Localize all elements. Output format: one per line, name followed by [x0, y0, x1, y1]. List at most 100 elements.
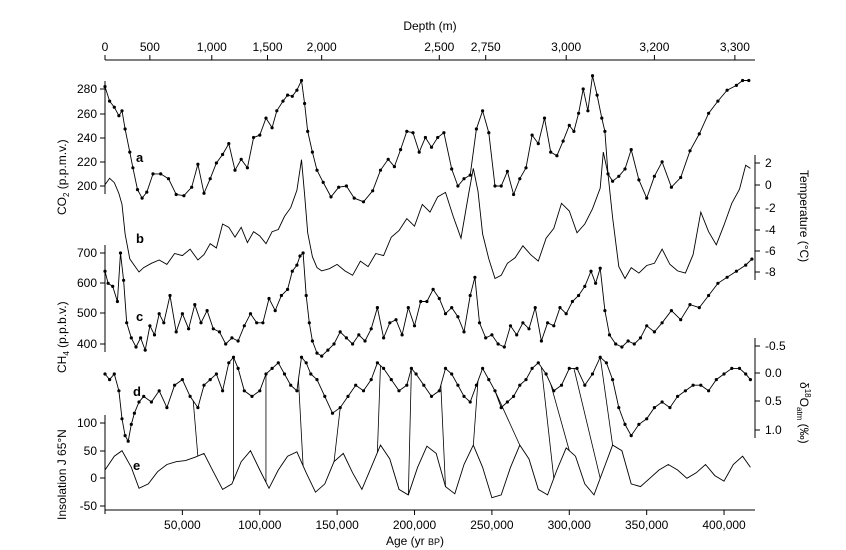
series-d-point — [429, 394, 434, 398]
series-d-point — [536, 361, 540, 365]
series-a-point — [716, 99, 720, 103]
series-a-point — [468, 173, 472, 177]
series-d-point — [196, 406, 200, 410]
series-c-point — [484, 336, 488, 340]
d18o-axis-label: δ18Oatm (‰) — [795, 382, 812, 444]
top-axis-label: Depth (m) — [403, 19, 456, 33]
tie-line — [472, 380, 479, 446]
series-a-point — [623, 167, 627, 171]
series-d-point — [389, 378, 393, 382]
series-a-point — [505, 169, 509, 173]
series-c-point — [750, 257, 754, 261]
series-a-point — [112, 105, 116, 109]
series-a-point — [462, 177, 466, 181]
series-d-point — [289, 383, 293, 387]
d18o-tick-label: 0.5 — [765, 394, 782, 408]
ch4-tick-label: 600 — [77, 276, 97, 290]
series-a-point — [493, 184, 497, 188]
series-d-point — [165, 406, 169, 410]
series-d-point — [315, 378, 319, 382]
series-c-point — [320, 354, 324, 358]
series-c-point — [162, 321, 166, 325]
series-a-point — [196, 162, 200, 166]
series-a-point — [386, 157, 390, 161]
series-a-point — [321, 180, 325, 184]
series-a-point — [474, 127, 478, 131]
series-d-point — [552, 389, 556, 393]
series-a-point — [511, 192, 516, 197]
series-d-point — [375, 361, 379, 365]
series-d-point — [354, 383, 358, 387]
series-c-point — [236, 339, 240, 343]
series-c-point — [255, 321, 259, 325]
series-d-point — [126, 439, 130, 443]
series-a-point — [577, 111, 581, 115]
series-c-point — [290, 269, 294, 273]
bottom-axis-label: Age (yr BP) — [386, 534, 444, 548]
series-c-point — [443, 312, 448, 316]
series-c-point — [357, 333, 361, 337]
series-a-point — [524, 166, 528, 170]
series-d-point — [142, 394, 146, 398]
series-d-point — [676, 394, 680, 398]
series-a-point — [159, 172, 163, 176]
series-d-point — [683, 389, 688, 393]
series-a-point — [442, 131, 446, 135]
series-a-point — [135, 188, 140, 192]
series-a-point — [669, 185, 674, 189]
top-tick-label: 3,300 — [720, 40, 750, 54]
ins-tick-label: -50 — [80, 499, 98, 513]
series-c-point — [614, 342, 618, 346]
series-c-point — [607, 333, 612, 337]
series-a-point — [518, 177, 522, 181]
top-tick-label: 2,750 — [471, 40, 501, 54]
series-d-point — [714, 378, 718, 382]
series-d-point — [405, 383, 409, 387]
series-a-point — [637, 178, 641, 182]
series-c-point — [118, 251, 123, 255]
series-c-point — [199, 321, 203, 325]
panel-letter-b: b — [136, 231, 144, 246]
series-c-point — [382, 336, 386, 340]
series-c-point — [632, 342, 636, 346]
series-a-point — [417, 150, 421, 154]
series-a-point — [264, 116, 268, 120]
series-c-point — [115, 299, 119, 304]
series-d-point — [611, 378, 615, 382]
series-d-point — [617, 406, 621, 410]
series-c-point — [589, 269, 593, 273]
series-a-point — [603, 129, 607, 133]
tie-line — [573, 368, 601, 479]
series-a-point — [233, 168, 237, 172]
series-c-point — [546, 321, 550, 325]
series-c-point — [508, 324, 513, 328]
series-c-point — [620, 345, 624, 349]
series-a-point — [120, 109, 124, 113]
series-c-point — [412, 324, 417, 328]
series-d-point — [270, 366, 274, 370]
series-a-point — [140, 196, 144, 200]
series-c-point — [106, 281, 110, 285]
series-d-point — [231, 355, 236, 359]
series-group — [103, 74, 754, 499]
co2-tick-label: 280 — [77, 82, 97, 96]
bottom-tick-label: 200,000 — [393, 518, 437, 532]
tie-line — [541, 367, 555, 479]
series-c-point — [152, 333, 157, 337]
d18o-tick-label: -0.5 — [765, 339, 786, 353]
series-a-point — [245, 166, 249, 170]
series-a-point — [487, 131, 491, 135]
series-c-point — [419, 299, 423, 304]
series-d-point — [180, 378, 184, 382]
series-d-point — [456, 383, 460, 387]
series-d-point — [202, 383, 206, 387]
tie-line — [407, 368, 412, 495]
series-a-point — [310, 150, 314, 154]
series-c-point — [211, 327, 215, 331]
series-d-point — [691, 383, 695, 387]
tie-line — [440, 385, 446, 487]
series-d-point — [282, 372, 287, 376]
series-c-point — [307, 321, 311, 325]
series-c-point — [707, 293, 711, 298]
series-d-point — [462, 394, 466, 398]
